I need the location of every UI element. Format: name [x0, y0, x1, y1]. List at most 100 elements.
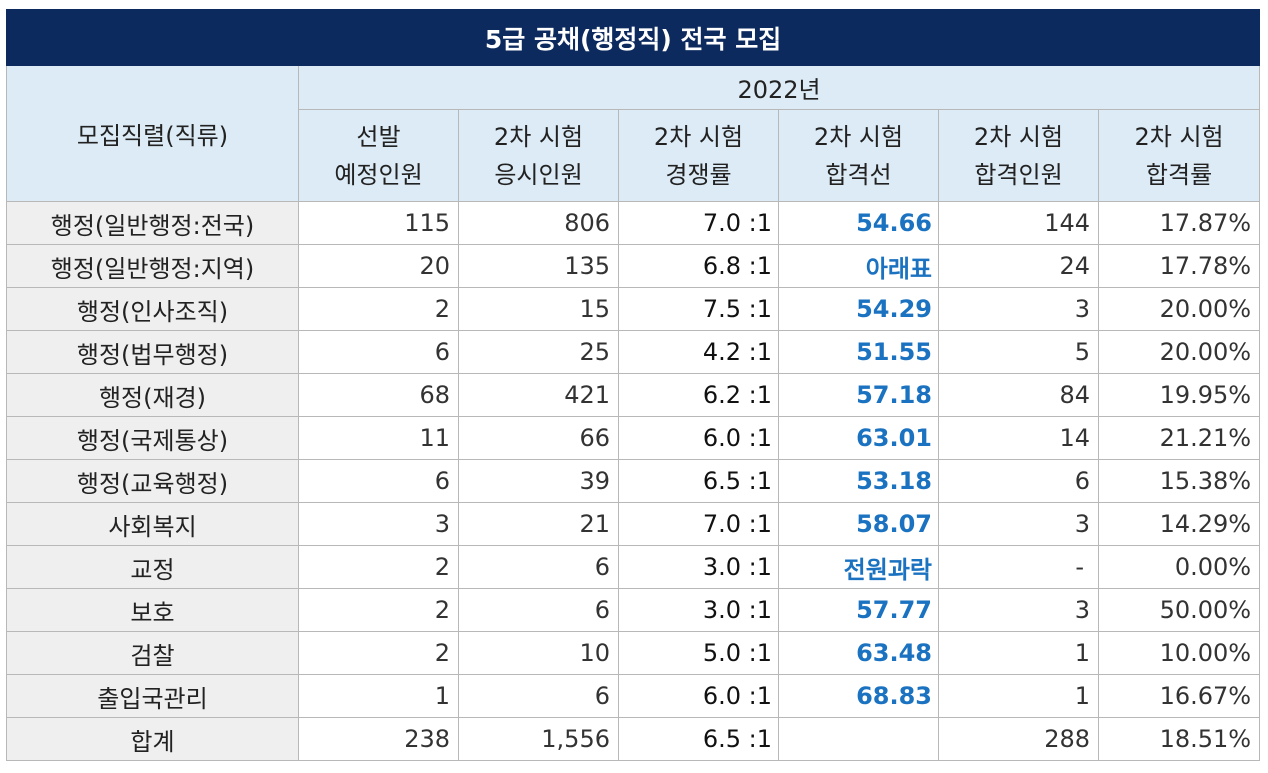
cutline-cell[interactable]: 아래표: [778, 244, 939, 288]
passers-cell[interactable]: 1: [938, 674, 1099, 718]
planned-cell[interactable]: 20: [298, 244, 459, 288]
pass-rate-cell[interactable]: 18.51%: [1097, 717, 1261, 761]
pass-rate-cell[interactable]: 15.38%: [1097, 459, 1261, 503]
pass-rate-cell[interactable]: 17.78%: [1097, 244, 1261, 288]
category-header[interactable]: 모집직렬(직류): [6, 65, 299, 202]
competition-cell[interactable]: 6.0 :1: [618, 416, 779, 460]
column-header-competition[interactable]: 2차 시험 경쟁률: [618, 109, 779, 202]
column-header-cutline[interactable]: 2차 시험 합격선: [778, 109, 939, 202]
applicants-cell[interactable]: 39: [458, 459, 619, 503]
competition-cell[interactable]: 5.0 :1: [618, 631, 779, 675]
pass-rate-cell[interactable]: 10.00%: [1097, 631, 1261, 675]
cutline-cell[interactable]: 63.48: [778, 631, 939, 675]
competition-cell[interactable]: 7.0 :1: [618, 201, 779, 245]
passers-cell[interactable]: 5: [938, 330, 1099, 374]
planned-cell[interactable]: 1: [298, 674, 459, 718]
cutline-cell[interactable]: 57.77: [778, 588, 939, 632]
planned-cell[interactable]: 3: [298, 502, 459, 546]
cutline-cell[interactable]: 54.29: [778, 287, 939, 331]
applicants-cell[interactable]: 10: [458, 631, 619, 675]
pass-rate-cell[interactable]: 14.29%: [1097, 502, 1261, 546]
planned-cell[interactable]: 2: [298, 287, 459, 331]
passers-cell[interactable]: 3: [938, 502, 1099, 546]
competition-cell[interactable]: 7.0 :1: [618, 502, 779, 546]
applicants-cell[interactable]: 66: [458, 416, 619, 460]
category-cell[interactable]: 교정: [6, 545, 299, 589]
cutline-cell[interactable]: 68.83: [778, 674, 939, 718]
applicants-cell[interactable]: 421: [458, 373, 619, 417]
cutline-cell[interactable]: 57.18: [778, 373, 939, 417]
applicants-cell[interactable]: 6: [458, 545, 619, 589]
cutline-cell[interactable]: 51.55: [778, 330, 939, 374]
category-cell[interactable]: 검찰: [6, 631, 299, 675]
category-cell[interactable]: 행정(교육행정): [6, 459, 299, 503]
planned-cell[interactable]: 238: [298, 717, 459, 761]
cutline-cell[interactable]: 54.66: [778, 201, 939, 245]
passers-cell[interactable]: 144: [938, 201, 1099, 245]
category-cell[interactable]: 행정(일반행정:전국): [6, 201, 299, 245]
category-cell[interactable]: 행정(일반행정:지역): [6, 244, 299, 288]
category-cell[interactable]: 사회복지: [6, 502, 299, 546]
planned-cell[interactable]: 6: [298, 459, 459, 503]
pass-rate-cell[interactable]: 0.00%: [1097, 545, 1261, 589]
passers-cell[interactable]: 14: [938, 416, 1099, 460]
category-cell[interactable]: 행정(재경): [6, 373, 299, 417]
applicants-cell[interactable]: 25: [458, 330, 619, 374]
planned-cell[interactable]: 115: [298, 201, 459, 245]
passers-cell[interactable]: 3: [938, 287, 1099, 331]
column-header-pass-rate[interactable]: 2차 시험 합격률: [1097, 109, 1261, 202]
applicants-cell[interactable]: 6: [458, 588, 619, 632]
category-cell[interactable]: 보호: [6, 588, 299, 632]
column-header-applicants[interactable]: 2차 시험 응시인원: [458, 109, 619, 202]
column-header-passers[interactable]: 2차 시험 합격인원: [938, 109, 1099, 202]
planned-cell[interactable]: 2: [298, 631, 459, 675]
cutline-cell[interactable]: 63.01: [778, 416, 939, 460]
passers-cell[interactable]: 288: [938, 717, 1099, 761]
applicants-cell[interactable]: 21: [458, 502, 619, 546]
competition-cell[interactable]: 4.2 :1: [618, 330, 779, 374]
applicants-cell[interactable]: 806: [458, 201, 619, 245]
passers-cell[interactable]: 24: [938, 244, 1099, 288]
competition-cell[interactable]: 6.2 :1: [618, 373, 779, 417]
planned-cell[interactable]: 68: [298, 373, 459, 417]
competition-cell[interactable]: 6.8 :1: [618, 244, 779, 288]
pass-rate-cell[interactable]: 16.67%: [1097, 674, 1261, 718]
passers-cell[interactable]: 3: [938, 588, 1099, 632]
cutline-cell[interactable]: 전원과락: [778, 545, 939, 589]
pass-rate-cell[interactable]: 50.00%: [1097, 588, 1261, 632]
planned-cell[interactable]: 6: [298, 330, 459, 374]
category-cell[interactable]: 행정(법무행정): [6, 330, 299, 374]
pass-rate-cell[interactable]: 17.87%: [1097, 201, 1261, 245]
competition-cell[interactable]: 6.0 :1: [618, 674, 779, 718]
competition-cell[interactable]: 6.5 :1: [618, 459, 779, 503]
planned-cell[interactable]: 11: [298, 416, 459, 460]
table-title[interactable]: 5급 공채(행정직) 전국 모집: [5, 9, 1261, 66]
applicants-cell[interactable]: 15: [458, 287, 619, 331]
cutline-cell[interactable]: 53.18: [778, 459, 939, 503]
total-label-cell[interactable]: 합계: [6, 717, 299, 761]
year-header[interactable]: 2022년: [297, 65, 1261, 110]
cutline-cell[interactable]: 58.07: [778, 502, 939, 546]
competition-cell[interactable]: 6.5 :1: [618, 717, 779, 761]
applicants-cell[interactable]: 6: [458, 674, 619, 718]
category-cell[interactable]: 행정(국제통상): [6, 416, 299, 460]
competition-cell[interactable]: 3.0 :1: [618, 588, 779, 632]
applicants-cell[interactable]: 135: [458, 244, 619, 288]
passers-cell[interactable]: 84: [938, 373, 1099, 417]
passers-cell[interactable]: -: [938, 545, 1099, 589]
cutline-cell[interactable]: [778, 717, 939, 761]
category-cell[interactable]: 행정(인사조직): [6, 287, 299, 331]
competition-cell[interactable]: 3.0 :1: [618, 545, 779, 589]
category-cell[interactable]: 출입국관리: [6, 674, 299, 718]
applicants-cell[interactable]: 1,556: [458, 717, 619, 761]
pass-rate-cell[interactable]: 21.21%: [1097, 416, 1261, 460]
pass-rate-cell[interactable]: 19.95%: [1097, 373, 1261, 417]
planned-cell[interactable]: 2: [298, 545, 459, 589]
pass-rate-cell[interactable]: 20.00%: [1097, 287, 1261, 331]
passers-cell[interactable]: 6: [938, 459, 1099, 503]
passers-cell[interactable]: 1: [938, 631, 1099, 675]
column-header-planned[interactable]: 선발 예정인원: [298, 109, 459, 202]
planned-cell[interactable]: 2: [298, 588, 459, 632]
competition-cell[interactable]: 7.5 :1: [618, 287, 779, 331]
pass-rate-cell[interactable]: 20.00%: [1097, 330, 1261, 374]
